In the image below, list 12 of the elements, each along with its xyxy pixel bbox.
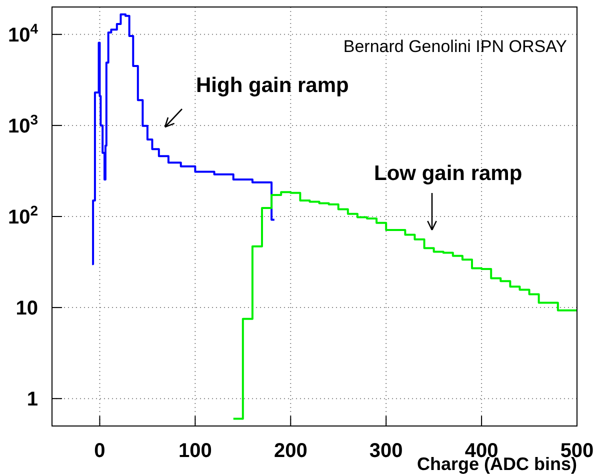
y-tick-label: 10$^{3}$ <box>8 111 38 138</box>
y-tick-label: 10 <box>16 298 38 320</box>
y-tick-label: 10$^{4}$ <box>8 20 38 46</box>
x-tick-label: 300 <box>369 440 403 462</box>
y-tick-label: 10$^{2}$ <box>8 202 38 228</box>
y-tick-label: 1 <box>26 388 38 411</box>
x-tick-label: 100 <box>178 440 212 462</box>
x-tick-label: 200 <box>274 440 308 462</box>
x-tick-label: 0 <box>94 440 106 462</box>
annotation: Bernard Genolini IPN ORSAY <box>343 37 567 56</box>
annotation: Low gain ramp <box>374 162 522 185</box>
annotation: High gain ramp <box>196 74 349 97</box>
